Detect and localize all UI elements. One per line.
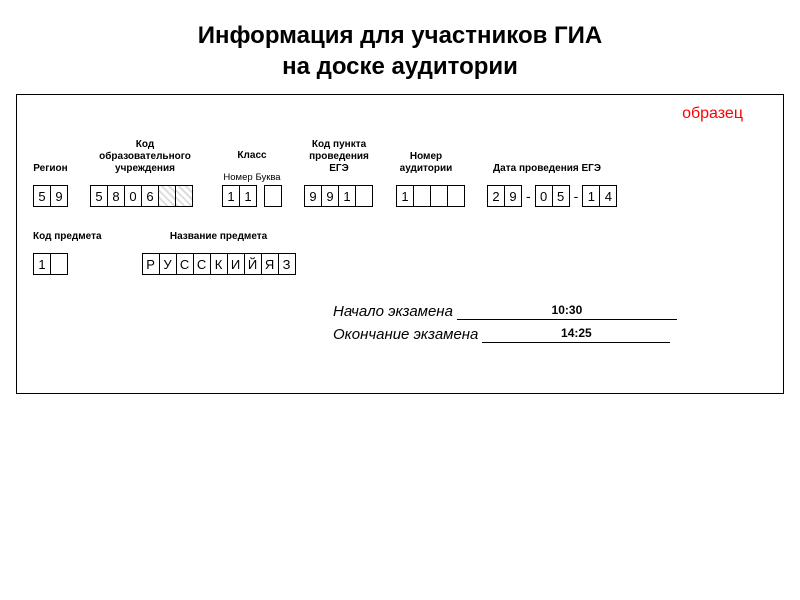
page-title: Информация для участников ГИА на доске а…	[0, 0, 800, 94]
group-school: Код образовательного учреждения 5 8 0 6	[90, 139, 200, 207]
cell-subjname-7[interactable]: Я	[261, 253, 279, 275]
title-line2: на доске аудитории	[282, 53, 518, 80]
date-dash-2: -	[570, 185, 583, 207]
row-bottom: Код предмета 1 Название предмета Р У С С…	[33, 231, 767, 275]
label-class-sub: Номер Буква	[222, 172, 282, 183]
cell-subjname-2[interactable]: С	[176, 253, 194, 275]
cell-subjname-6[interactable]: Й	[244, 253, 262, 275]
exam-end-line: Окончание экзамена 14:25	[333, 326, 767, 343]
cells-subjcode: 1	[33, 253, 102, 275]
cells-ppe: 9 9 1	[304, 185, 374, 207]
cell-yy-1[interactable]: 4	[599, 185, 617, 207]
cell-mm-0[interactable]: 0	[535, 185, 553, 207]
form-panel: образец Регион 5 9 Код образовательного …	[16, 94, 784, 394]
cell-ppe-0[interactable]: 9	[304, 185, 322, 207]
cell-ppe-2[interactable]: 1	[338, 185, 356, 207]
cell-aud-1[interactable]	[413, 185, 431, 207]
label-class-letter: Буква	[255, 172, 280, 183]
cell-mm-1[interactable]: 5	[552, 185, 570, 207]
cell-school-5[interactable]	[175, 185, 193, 207]
group-aud: Номер аудитории 1	[396, 151, 465, 207]
cell-region-0[interactable]: 5	[33, 185, 51, 207]
cell-subjname-8[interactable]: З	[278, 253, 296, 275]
cell-subjcode-1[interactable]	[50, 253, 68, 275]
cell-subjcode-0[interactable]: 1	[33, 253, 51, 275]
cells-class: 1 1	[222, 185, 282, 207]
cell-classletter-0[interactable]	[264, 185, 282, 207]
group-ppe: Код пункта проведения ЕГЭ 9 9 1	[304, 139, 374, 207]
group-class: Класс Номер Буква 1 1	[222, 150, 282, 207]
cells-region: 5 9	[33, 185, 68, 207]
label-class-num: Номер	[223, 172, 252, 183]
cell-aud-3[interactable]	[447, 185, 465, 207]
exam-start-label: Начало экзамена	[333, 303, 453, 320]
cell-ppe-3[interactable]	[355, 185, 373, 207]
label-subjcode: Код предмета	[33, 231, 102, 243]
label-region: Регион	[33, 163, 68, 175]
group-subjname: Название предмета Р У С С К И Й Я З	[142, 231, 296, 275]
title-line1: Информация для участников ГИА	[198, 22, 603, 49]
cells-subjname: Р У С С К И Й Я З	[142, 253, 296, 275]
cells-date: 2 9 - 0 5 - 1 4	[487, 185, 617, 207]
cells-aud: 1	[396, 185, 465, 207]
label-subjname: Название предмета	[142, 231, 296, 243]
cell-school-2[interactable]: 0	[124, 185, 142, 207]
cell-classnum-1[interactable]: 1	[239, 185, 257, 207]
cell-aud-2[interactable]	[430, 185, 448, 207]
cell-dd-0[interactable]: 2	[487, 185, 505, 207]
row-top: Регион 5 9 Код образовательного учрежден…	[33, 139, 767, 207]
cell-aud-0[interactable]: 1	[396, 185, 414, 207]
cell-ppe-1[interactable]: 9	[321, 185, 339, 207]
label-aud: Номер аудитории	[396, 151, 456, 175]
cells-school: 5 8 0 6	[90, 185, 200, 207]
group-subjcode: Код предмета 1	[33, 231, 102, 275]
exam-end-label: Окончание экзамена	[333, 326, 478, 343]
label-ppe: Код пункта проведения ЕГЭ	[304, 139, 374, 175]
cell-yy-0[interactable]: 1	[582, 185, 600, 207]
label-school: Код образовательного учреждения	[90, 139, 200, 175]
label-date: Дата проведения ЕГЭ	[487, 163, 607, 175]
cell-dd-1[interactable]: 9	[504, 185, 522, 207]
group-date: Дата проведения ЕГЭ 2 9 - 0 5 - 1 4	[487, 163, 617, 207]
exam-start-line: Начало экзамена 10:30	[333, 303, 767, 320]
label-class: Класс	[222, 150, 282, 162]
cell-subjname-0[interactable]: Р	[142, 253, 160, 275]
cell-school-3[interactable]: 6	[141, 185, 159, 207]
sample-badge: образец	[682, 105, 743, 123]
exam-times: Начало экзамена 10:30 Окончание экзамена…	[333, 303, 767, 343]
cell-region-1[interactable]: 9	[50, 185, 68, 207]
cell-subjname-1[interactable]: У	[159, 253, 177, 275]
cell-subjname-3[interactable]: С	[193, 253, 211, 275]
cell-school-0[interactable]: 5	[90, 185, 108, 207]
exam-end-value[interactable]: 14:25	[482, 326, 670, 343]
cell-classnum-0[interactable]: 1	[222, 185, 240, 207]
cell-school-1[interactable]: 8	[107, 185, 125, 207]
date-dash-1: -	[522, 185, 535, 207]
exam-start-value[interactable]: 10:30	[457, 303, 677, 320]
cell-school-4[interactable]	[158, 185, 176, 207]
group-region: Регион 5 9	[33, 163, 68, 207]
cell-subjname-5[interactable]: И	[227, 253, 245, 275]
cell-subjname-4[interactable]: К	[210, 253, 228, 275]
